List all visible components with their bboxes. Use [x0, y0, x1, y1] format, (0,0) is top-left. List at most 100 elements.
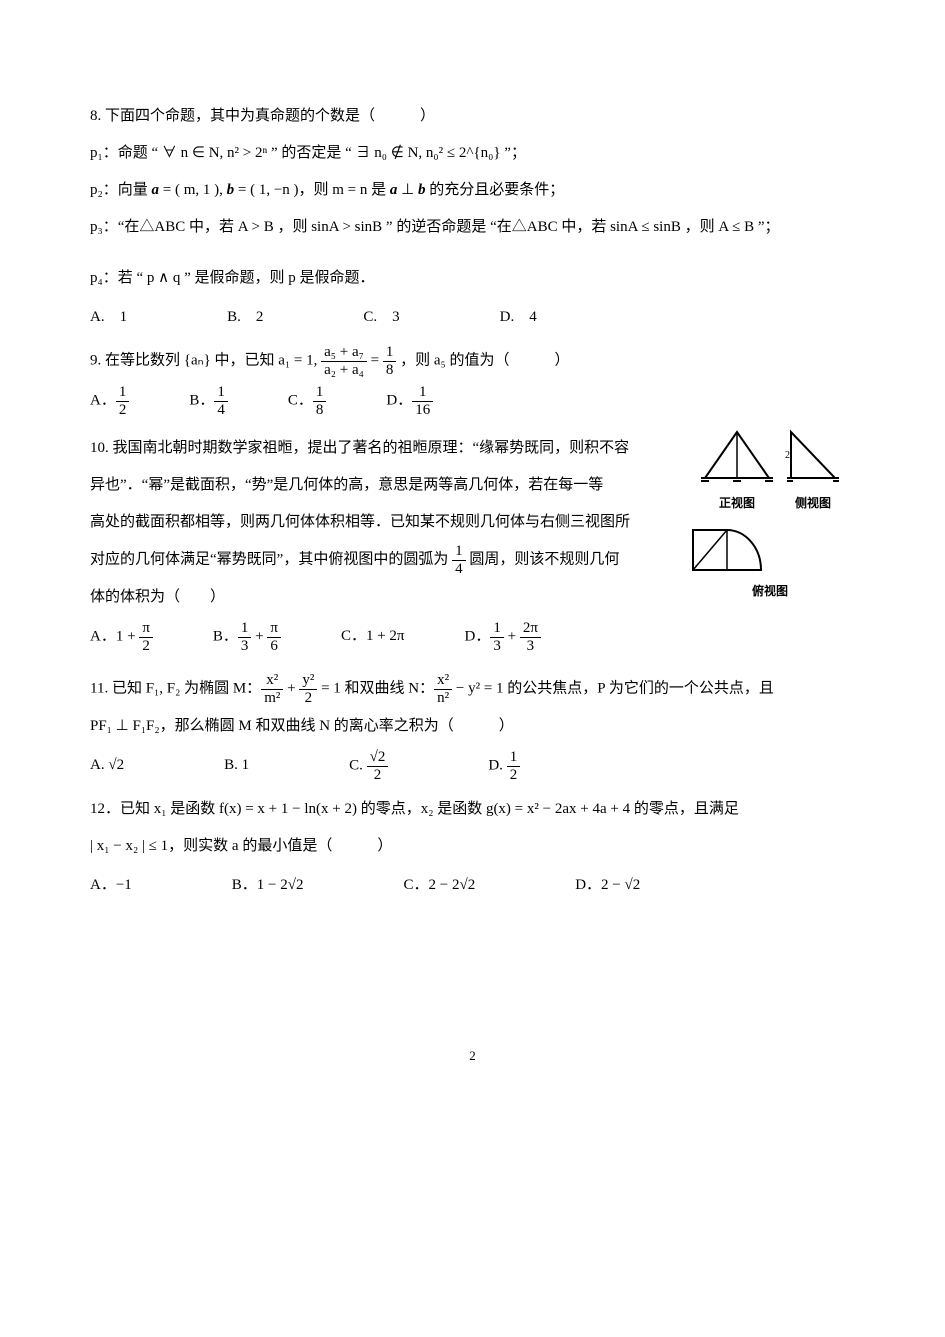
- q11-e2-bot: 2: [299, 690, 317, 707]
- q11-e2-top: y²: [299, 672, 317, 690]
- side-view-icon: 2: [783, 428, 843, 490]
- q12-opt-c: C．2 − 2√2: [404, 869, 476, 902]
- q12-l1: 12．已知 x₁ 是函数 f(x) = x + 1 − ln(x + 2) 的零…: [90, 793, 855, 826]
- q8-p2: p₂：向量 a = ( m, 1 ), b = ( 1, −n )，则 m = …: [90, 174, 855, 207]
- question-12: 12．已知 x₁ 是函数 f(x) = x + 1 − ln(x + 2) 的零…: [90, 793, 855, 902]
- q9-d-top: 1: [412, 384, 433, 402]
- q10-d-plus: +: [504, 628, 520, 644]
- svg-text:2: 2: [785, 450, 790, 461]
- q9-a-top: 1: [116, 384, 130, 402]
- q10-l4-bot: 4: [452, 561, 466, 578]
- q9-frac-lhs: a₅ + a₇a₂ + a₄: [321, 344, 367, 378]
- q11-h1-top: x²: [434, 672, 452, 690]
- q10-b-f2: π6: [267, 620, 281, 654]
- q8-opt-a: A. 1: [90, 301, 127, 334]
- q8-p2-eq1: = ( m, 1 ),: [159, 182, 227, 198]
- q10-d-f2: 2π3: [520, 620, 541, 654]
- q9-c-pre: C．: [288, 392, 313, 408]
- q11-h1: x²n²: [434, 672, 452, 706]
- q12-opt-a: A．−1: [90, 869, 132, 902]
- q11-d-top: 1: [507, 749, 521, 767]
- top-view-label: 俯视图: [685, 578, 855, 604]
- front-view: 正视图: [697, 428, 777, 516]
- q11-plus: +: [283, 680, 299, 696]
- q10-opt-c: C．1 + 2π: [341, 620, 405, 654]
- question-10: 正视图 2 侧视图 俯视图 10. 我国南北朝时期数学家祖暅，提: [90, 428, 855, 664]
- q9-a-pre: A．: [90, 392, 116, 408]
- q9-c-bot: 8: [313, 402, 327, 419]
- question-9: 9. 在等比数列 {aₙ} 中，已知 a₁ = 1, a₅ + a₇a₂ + a…: [90, 344, 855, 418]
- q11-d-frac: 12: [507, 749, 521, 783]
- q10-a-bot: 2: [139, 638, 153, 655]
- q10-b1-bot: 3: [238, 638, 252, 655]
- q8-options: A. 1 B. 2 C. 3 D. 4: [90, 301, 855, 334]
- q9-b-top: 1: [214, 384, 228, 402]
- q10-opt-a: A．1 + π2: [90, 620, 153, 654]
- q9-c-frac: 18: [313, 384, 327, 418]
- q9-b-bot: 4: [214, 402, 228, 419]
- q10-d2-top: 2π: [520, 620, 541, 638]
- q8-p4: p₄：若 “ p ∧ q ” 是假命题，则 p 是假命题．: [90, 262, 855, 295]
- q9-c-top: 1: [313, 384, 327, 402]
- q9-stem: 9. 在等比数列 {aₙ} 中，已知 a₁ = 1, a₅ + a₇a₂ + a…: [90, 344, 855, 378]
- q10-options: A．1 + π2 B．13 + π6 C．1 + 2π D．13 + 2π3: [90, 620, 855, 654]
- q12-options: A．−1 B．1 − 2√2 C．2 − 2√2 D．2 − √2: [90, 869, 855, 902]
- q10-d1-top: 1: [490, 620, 504, 638]
- q10-b2-top: π: [267, 620, 281, 638]
- q12-opt-d: D．2 − √2: [575, 869, 640, 902]
- q11-opt-b: B. 1: [224, 749, 249, 783]
- q8-opt-b: B. 2: [227, 301, 263, 334]
- three-view-figure: 正视图 2 侧视图 俯视图: [685, 428, 855, 605]
- page-number: 2: [90, 1042, 855, 1071]
- vec-a: a: [151, 182, 159, 198]
- q11-opt-d: D. 12: [488, 749, 520, 783]
- q9-opt-c: C．18: [288, 384, 327, 418]
- q8-p2-tail: 的充分且必要条件；: [425, 182, 564, 198]
- front-view-icon: [697, 428, 777, 490]
- q9-frac-rhs: 18: [383, 344, 397, 378]
- q10-d-f1: 13: [490, 620, 504, 654]
- q11-opt-a: A. √2: [90, 749, 124, 783]
- q9-b-frac: 14: [214, 384, 228, 418]
- side-view: 2 侧视图: [783, 428, 843, 516]
- q8-p2-pre: p₂：向量: [90, 182, 151, 198]
- q8-opt-c: C. 3: [363, 301, 399, 334]
- q10-b-f1: 13: [238, 620, 252, 654]
- q8-opt-d: D. 4: [500, 301, 537, 334]
- q11-e1: x²m²: [261, 672, 283, 706]
- q9-b-pre: B．: [189, 392, 214, 408]
- q11-d-bot: 2: [507, 767, 521, 784]
- q10-opt-d: D．13 + 2π3: [465, 620, 541, 654]
- q11-mid: = 1 和双曲线 N：: [317, 680, 434, 696]
- q11-d-pre: D.: [488, 757, 506, 773]
- q9-d-bot: 16: [412, 402, 433, 419]
- q10-d2-bot: 3: [520, 638, 541, 655]
- q10-opt-b: B．13 + π6: [213, 620, 281, 654]
- q10-d-pre: D．: [465, 628, 491, 644]
- q12-opt-b: B．1 − 2√2: [232, 869, 304, 902]
- perp-symbol: ⊥: [397, 182, 418, 198]
- q11-opt-c: C. √22: [349, 749, 388, 783]
- q12-l2: | x₁ − x₂ | ≤ 1，则实数 a 的最小值是（ ）: [90, 830, 855, 863]
- q11-c-frac: √22: [367, 749, 389, 783]
- front-view-label: 正视图: [697, 490, 777, 516]
- q10-b-plus: +: [251, 628, 267, 644]
- q8-stem: 8. 下面四个命题，其中为真命题的个数是（ ）: [90, 100, 855, 133]
- q10-l4-pre: 对应的几何体满足“幂势既同”，其中俯视图中的圆弧为: [90, 551, 452, 567]
- q8-p1: p₁：命题 “ ∀ n ∈ N, n² > 2ⁿ ” 的否定是 “ ∃ n₀ ∉…: [90, 137, 855, 170]
- top-view: 俯视图: [685, 520, 855, 604]
- q9-options: A．12 B．14 C．18 D．116: [90, 384, 855, 418]
- q10-b1-top: 1: [238, 620, 252, 638]
- q9-eq: =: [371, 352, 383, 368]
- q11-l1: 11. 已知 F₁, F₂ 为椭圆 M：x²m² + y²2 = 1 和双曲线 …: [90, 672, 855, 706]
- q11-e2: y²2: [299, 672, 317, 706]
- q11-e1-top: x²: [261, 672, 283, 690]
- q10-a-frac: π2: [139, 620, 153, 654]
- q10-a-l: 1 +: [116, 628, 139, 644]
- q11-h1-bot: n²: [434, 690, 452, 707]
- q9-lhs-bot: a₂ + a₄: [321, 362, 367, 379]
- q11-c-top: √2: [367, 749, 389, 767]
- q9-d-pre: D．: [386, 392, 412, 408]
- side-view-label: 侧视图: [783, 490, 843, 516]
- q11-options: A. √2 B. 1 C. √22 D. 12: [90, 749, 855, 783]
